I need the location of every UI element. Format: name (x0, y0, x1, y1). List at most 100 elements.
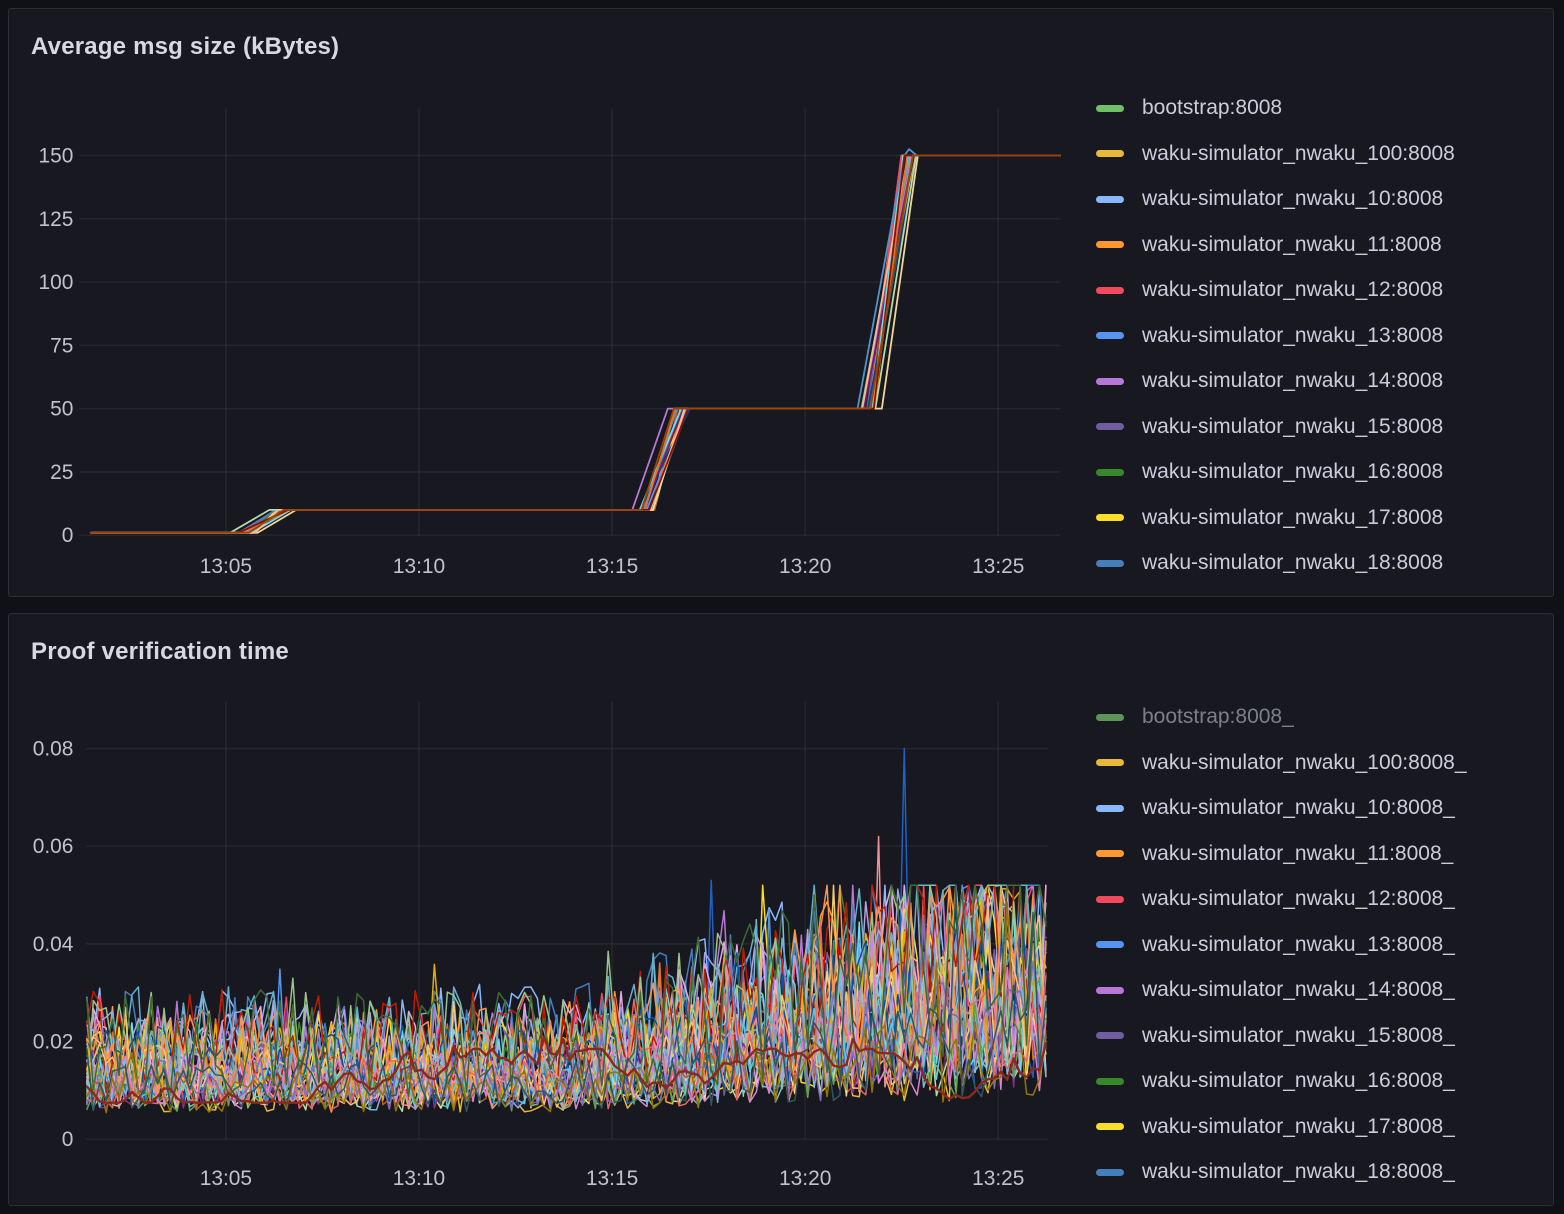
legend-item-label: waku-simulator_nwaku_12:8008_ (1142, 887, 1455, 910)
legend-item[interactable]: waku-simulator_nwaku_11:8008_ (1096, 841, 1467, 867)
legend-item[interactable]: waku-simulator_nwaku_16:8008_ (1096, 1068, 1467, 1094)
legend-item[interactable]: waku-simulator_nwaku_15:8008 (1096, 414, 1455, 440)
series-color-swatch (1096, 1168, 1124, 1176)
timeseries-plot-avg-msg-size[interactable]: 0 25 50 75 100 125 150 13:05 13:10 13:15 13:20 13:2… (9, 9, 1553, 596)
timeseries-plot-proof-verification-time[interactable]: 0 0.02 0.04 0.06 0.08 13:05 13:10 13:15 13:20 13:… (9, 614, 1553, 1205)
series-line (89, 154, 1061, 534)
legend-item-label: waku-simulator_nwaku_17:8008_ (1142, 1114, 1455, 1138)
series-line (86, 914, 1047, 1110)
legend-item-label: waku-simulator_nwaku_100:8008 (1142, 141, 1455, 165)
legend-item-label: waku-simulator_nwaku_11:8008 (1142, 232, 1442, 256)
legend-item[interactable]: waku-simulator_nwaku_18:8008_ (1096, 1159, 1467, 1185)
series-line (89, 154, 1061, 534)
series-line (86, 884, 1047, 1101)
series-line (86, 884, 1047, 1098)
legend-item[interactable]: bootstrap:8008_ (1096, 704, 1467, 730)
legend-item-label: waku-simulator_nwaku_11:8008_ (1142, 841, 1454, 865)
legend-item-label: bootstrap:8008_ (1142, 705, 1294, 728)
series-line (86, 884, 1047, 1098)
legend-item[interactable]: bootstrap:8008 (1096, 95, 1455, 121)
legend-item[interactable]: waku-simulator_nwaku_12:8008_ (1096, 886, 1467, 912)
series-line (89, 148, 1061, 534)
series-color-swatch (1096, 1123, 1124, 1130)
legend-item[interactable]: waku-simulator_nwaku_13:8008 (1096, 323, 1455, 349)
series-line (89, 154, 1061, 534)
y-tick-label: 0 (62, 524, 74, 547)
series-line (89, 154, 1061, 534)
series-color-swatch (1096, 241, 1124, 248)
series-color-swatch (1096, 104, 1124, 112)
x-tick-label: 13:10 (393, 1167, 445, 1190)
legend-item[interactable]: waku-simulator_nwaku_18:8008 (1096, 550, 1455, 576)
legend-item[interactable]: waku-simulator_nwaku_17:8008 (1096, 505, 1455, 531)
series-lines (85, 747, 1048, 1114)
legend-item[interactable]: waku-simulator_nwaku_17:8008_ (1096, 1114, 1467, 1140)
legend-proof-verification-time: bootstrap:8008_ waku-simulator_nwaku_100… (1096, 704, 1467, 1205)
x-tick-label: 13:15 (586, 555, 638, 578)
series-color-swatch (1096, 1077, 1124, 1085)
panel-title-proof-verification-time[interactable]: Proof verification time (31, 638, 289, 665)
legend-item[interactable]: waku-simulator_nwaku_10:8008 (1096, 186, 1455, 212)
series-line (86, 884, 1047, 1113)
legend-item-label: bootstrap:8008 (1142, 96, 1283, 119)
x-tick-label: 13:15 (586, 1167, 638, 1190)
series-line (89, 154, 1061, 534)
legend-item[interactable]: waku-simulator_nwaku_15:8008_ (1096, 1023, 1467, 1049)
series-color-swatch (1096, 377, 1124, 385)
series-color-swatch (1096, 895, 1124, 903)
legend-item[interactable]: waku-simulator_nwaku_12:8008 (1096, 277, 1455, 303)
legend-item[interactable]: waku-simulator_nwaku_16:8008 (1096, 459, 1455, 485)
series-line (86, 901, 1047, 1114)
legend-item-label: waku-simulator_nwaku_15:8008_ (1142, 1023, 1455, 1047)
y-tick-label: 125 (39, 208, 74, 231)
series-line (89, 154, 1061, 534)
series-line (89, 154, 1061, 534)
x-tick-label: 13:25 (972, 555, 1024, 578)
series-color-swatch (1096, 986, 1124, 994)
series-color-swatch (1096, 804, 1124, 812)
series-line (89, 154, 1061, 534)
legend-item[interactable]: waku-simulator_nwaku_14:8008_ (1096, 977, 1467, 1003)
legend-item-label: waku-simulator_nwaku_100:8008_ (1142, 750, 1467, 774)
legend-item[interactable]: waku-simulator_nwaku_13:8008_ (1096, 932, 1467, 958)
legend-item-label: waku-simulator_nwaku_14:8008_ (1142, 978, 1455, 1001)
legend-item-label: waku-simulator_nwaku_18:8008 (1142, 551, 1444, 574)
y-tick-label: 0 (62, 1128, 74, 1151)
panel-title-avg-msg-size[interactable]: Average msg size (kBytes) (31, 33, 340, 60)
series-color-swatch (1096, 195, 1124, 203)
y-tick-label: 150 (39, 144, 74, 167)
y-tick-label: 75 (50, 334, 73, 357)
legend-item[interactable]: waku-simulator_nwaku_10:8008_ (1096, 795, 1467, 821)
series-color-swatch (1096, 759, 1124, 766)
legend-item[interactable]: waku-simulator_nwaku_100:8008 (1096, 141, 1455, 167)
series-color-swatch (1096, 559, 1124, 567)
legend-item[interactable]: waku-simulator_nwaku_14:8008 (1096, 368, 1455, 394)
series-line (89, 154, 1061, 534)
series-lines (89, 148, 1061, 534)
x-tick-label: 13:05 (200, 1167, 252, 1190)
series-color-swatch (1096, 850, 1124, 857)
legend-avg-msg-size: bootstrap:8008 waku-simulator_nwaku_100:… (1096, 95, 1455, 596)
axis-labels: 0 25 50 75 100 125 150 13:05 13:10 13:15 13:20 13:2… (39, 144, 1025, 578)
x-tick-label: 13:10 (393, 555, 445, 578)
series-color-swatch (1096, 423, 1124, 430)
series-color-swatch (1096, 941, 1124, 948)
series-line (89, 154, 1061, 534)
x-tick-label: 13:05 (200, 555, 252, 578)
x-tick-label: 13:20 (779, 555, 831, 578)
y-tick-label: 0.08 (33, 738, 74, 761)
panel-proof-verification-time: Proof verification time 0 0.02 0.04 0.06 0.0… (8, 613, 1554, 1206)
legend-item-label: waku-simulator_nwaku_16:8008 (1142, 460, 1444, 483)
series-line (89, 154, 1061, 534)
y-tick-label: 25 (50, 461, 73, 484)
series-line (89, 154, 1061, 534)
series-color-swatch (1096, 713, 1124, 721)
legend-item-label: waku-simulator_nwaku_14:8008 (1142, 369, 1444, 392)
legend-item[interactable]: waku-simulator_nwaku_11:8008 (1096, 232, 1455, 258)
y-tick-label: 0.06 (33, 835, 74, 858)
series-line (89, 154, 1061, 534)
series-color-swatch (1096, 1032, 1124, 1039)
legend-item[interactable]: waku-simulator_nwaku_100:8008_ (1096, 750, 1467, 776)
series-color-swatch (1096, 468, 1124, 476)
